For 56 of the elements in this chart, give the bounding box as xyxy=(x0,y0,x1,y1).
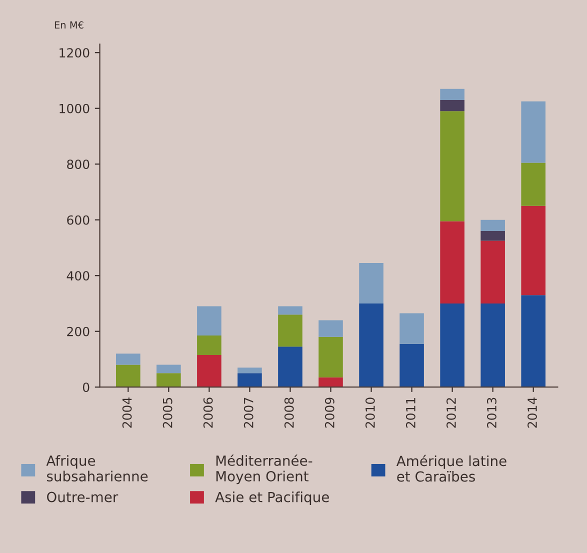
bar xyxy=(521,101,546,163)
bar xyxy=(480,231,505,241)
bar xyxy=(440,221,464,304)
bar xyxy=(480,303,505,388)
y-tick-label: 600 xyxy=(67,215,90,225)
bar xyxy=(480,220,505,231)
x-tick-label: 2007 xyxy=(244,398,254,428)
bar xyxy=(440,100,464,112)
bar xyxy=(318,336,343,378)
x-tick-label: 2010 xyxy=(365,398,375,428)
bar xyxy=(440,111,464,222)
bar xyxy=(318,377,343,388)
x-tick-label: 2014 xyxy=(528,398,537,428)
legend-label: Afrique subsaharienne xyxy=(46,455,148,482)
bar xyxy=(278,346,302,388)
y-axis-title: En M€ xyxy=(54,21,84,29)
legend-label: Outre-mer xyxy=(46,492,118,502)
x-tick-label: 2005 xyxy=(162,398,172,428)
bar xyxy=(359,303,384,388)
bar xyxy=(440,88,464,100)
bar xyxy=(197,306,222,336)
x-tick-label: 2006 xyxy=(203,398,213,428)
legend-label: Méditerranée- Moyen Orient xyxy=(216,454,312,484)
bar xyxy=(400,344,424,388)
bar xyxy=(278,314,302,347)
y-tick-label: 800 xyxy=(67,160,90,170)
y-tick-label: 1000 xyxy=(60,104,90,114)
bar xyxy=(156,373,181,388)
bar xyxy=(238,373,262,388)
y-tick-label: 0 xyxy=(82,382,90,392)
y-tick-label: 1200 xyxy=(60,48,90,58)
x-tick-label: 2013 xyxy=(486,398,496,428)
y-tick-label: 400 xyxy=(66,271,90,281)
x-tick-label: 2004 xyxy=(122,398,132,428)
bar xyxy=(521,162,546,206)
bar xyxy=(400,313,424,344)
x-tick-label: 2011 xyxy=(406,398,416,428)
legend-label: Amérique latine et Caraïbes xyxy=(396,454,506,482)
bar xyxy=(197,355,222,388)
y-tick-label: 200 xyxy=(67,326,90,336)
bar xyxy=(238,368,262,374)
bar xyxy=(116,354,140,365)
x-tick-label: 2008 xyxy=(284,398,294,428)
bar xyxy=(116,364,140,388)
bar xyxy=(521,295,546,388)
bar xyxy=(440,303,464,388)
x-tick-label: 2009 xyxy=(324,398,334,428)
bar xyxy=(521,206,546,296)
legend-label: Asie et Pacifique xyxy=(215,492,329,505)
x-tick-label: 2012 xyxy=(446,398,456,428)
bar xyxy=(278,306,302,315)
bar xyxy=(480,240,505,304)
bar xyxy=(197,336,222,356)
bar xyxy=(156,364,181,374)
bar xyxy=(359,263,384,304)
bar xyxy=(318,320,343,337)
